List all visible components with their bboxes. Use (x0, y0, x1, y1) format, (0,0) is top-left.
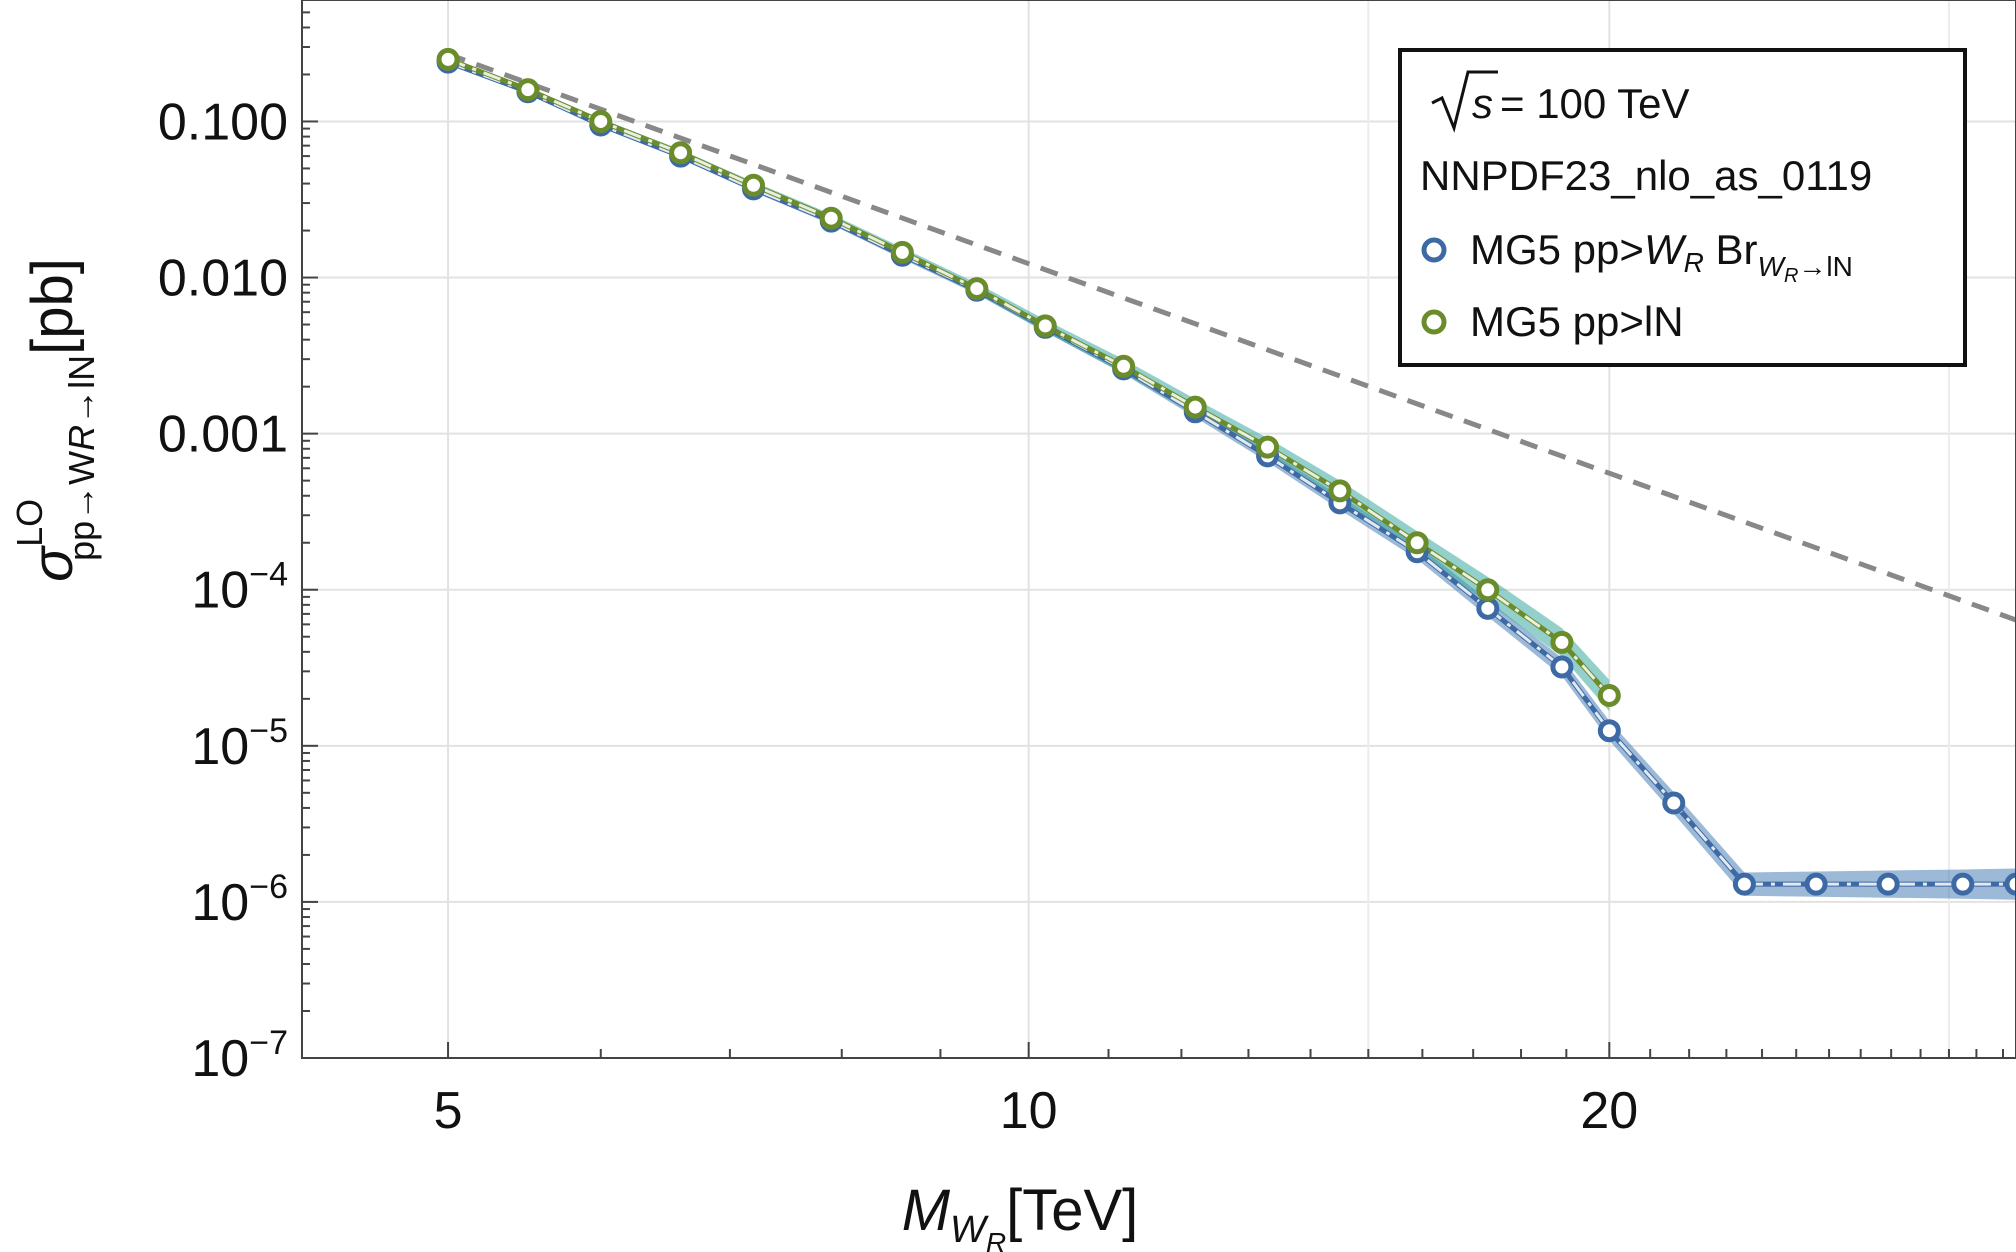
legend-entry-wr: MG5 pp>WR BrWR→lN (1470, 226, 1853, 287)
data-point (2004, 872, 2016, 896)
data-point (1597, 719, 1621, 743)
data-point (1951, 872, 1975, 896)
data-point (1183, 395, 1207, 419)
data-point (1597, 684, 1621, 708)
y-tick-label: 10−4 (191, 556, 288, 620)
data-point (1256, 435, 1280, 459)
x-tick-label: 20 (1580, 1082, 1638, 1140)
y-tick-label: 0.001 (158, 406, 288, 464)
data-markers (436, 47, 2016, 896)
data-point (742, 173, 766, 197)
x-tick-label: 5 (434, 1082, 463, 1140)
legend-marker-wr (1421, 237, 1447, 263)
x-axis-label: MWR[TeV] (902, 1178, 1139, 1252)
y-tick-label: 10−7 (191, 1024, 288, 1088)
legend-energy: = 100 TeV (1500, 80, 1690, 127)
legend-marker-ln (1421, 309, 1447, 335)
legend-sqrt-var: s (1472, 80, 1493, 127)
y-tick-label: 0.010 (158, 250, 288, 308)
y-axis-label: σLO pp→WR→lN[pb] (9, 258, 102, 582)
data-point (1405, 531, 1429, 555)
data-point (890, 240, 914, 264)
sqrt-symbol-icon (1431, 70, 1498, 133)
data-point (1876, 872, 1900, 896)
plot-frame (301, 0, 2016, 1059)
data-point (1476, 596, 1500, 620)
y-tick-label: 10−6 (191, 868, 288, 932)
data-point (1662, 791, 1686, 815)
reference-dashed-line (447, 51, 2016, 623)
legend-sqrt-header: s = 100 TeV (1431, 70, 1690, 133)
data-point (589, 109, 613, 133)
data-point (1328, 479, 1352, 503)
data-point (516, 78, 540, 102)
x-tick-label: 10 (1000, 1082, 1058, 1140)
data-point (819, 206, 843, 230)
data-point (965, 277, 989, 301)
legend-entry-ln: MG5 pp>lN (1470, 298, 1684, 345)
y-tick-label: 0.100 (158, 93, 288, 151)
legend-pdf: NNPDF23_nlo_as_0119 (1420, 152, 1872, 199)
y-tick-label: 10−5 (191, 712, 288, 776)
data-point (1550, 630, 1574, 654)
data-point (1112, 354, 1136, 378)
legend: s = 100 TeV NNPDF23_nlo_as_0119 MG5 pp>W… (1398, 48, 1967, 367)
data-point (1033, 314, 1057, 338)
axis-ticks (302, 11, 2005, 1059)
series-dashdot-0 (447, 60, 2016, 886)
data-point (669, 141, 693, 165)
legend-frame (1398, 48, 1967, 367)
data-point (436, 47, 460, 71)
data-point (1550, 655, 1574, 679)
data-point (1804, 872, 1828, 896)
x-tick-labels: 5 10 20 (434, 1082, 1639, 1140)
y-tick-labels: 0.100 0.010 0.001 10−4 10−5 10−6 10−7 (158, 93, 288, 1088)
data-point (1476, 578, 1500, 602)
data-point (1732, 872, 1756, 896)
